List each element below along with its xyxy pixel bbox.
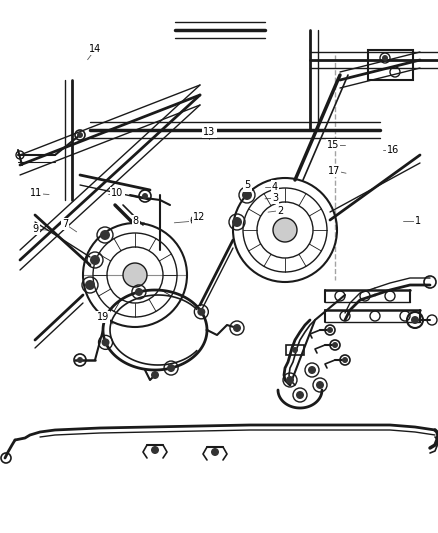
Circle shape: [100, 230, 110, 240]
Circle shape: [85, 280, 95, 290]
Circle shape: [382, 55, 388, 61]
Circle shape: [151, 446, 159, 454]
Circle shape: [77, 132, 83, 138]
Text: 8: 8: [133, 216, 139, 226]
Circle shape: [233, 324, 241, 332]
Bar: [367, 50, 413, 80]
Circle shape: [327, 327, 333, 333]
Circle shape: [102, 338, 110, 346]
Circle shape: [332, 342, 338, 348]
Text: 15: 15: [327, 140, 339, 150]
Circle shape: [232, 217, 242, 227]
Text: 7: 7: [62, 219, 68, 229]
Circle shape: [411, 316, 419, 324]
Text: 19: 19: [97, 312, 109, 322]
Circle shape: [273, 218, 297, 242]
Bar: [286, 345, 304, 355]
Circle shape: [286, 376, 294, 384]
Text: 11: 11: [30, 189, 42, 198]
Circle shape: [242, 190, 252, 200]
Circle shape: [292, 347, 298, 353]
Text: 4: 4: [272, 182, 278, 191]
Text: 14: 14: [89, 44, 102, 54]
Text: 12: 12: [193, 213, 205, 222]
Text: 3: 3: [272, 193, 278, 203]
Text: 1: 1: [415, 216, 421, 226]
Circle shape: [296, 391, 304, 399]
Circle shape: [308, 366, 316, 374]
Circle shape: [135, 288, 143, 296]
Circle shape: [211, 448, 219, 456]
Circle shape: [90, 255, 100, 265]
Text: 13: 13: [203, 127, 215, 137]
Circle shape: [198, 308, 205, 316]
Text: 5: 5: [244, 181, 251, 190]
Text: 17: 17: [328, 166, 340, 175]
Text: 6: 6: [190, 216, 196, 226]
Text: 9: 9: [33, 224, 39, 234]
Circle shape: [77, 357, 83, 363]
Circle shape: [151, 371, 159, 379]
Circle shape: [167, 364, 175, 372]
Text: 2: 2: [277, 206, 283, 215]
Circle shape: [142, 193, 148, 199]
Text: 10: 10: [111, 189, 124, 198]
Circle shape: [342, 357, 348, 363]
Circle shape: [123, 263, 147, 287]
Text: 16: 16: [387, 146, 399, 155]
Circle shape: [316, 381, 324, 389]
